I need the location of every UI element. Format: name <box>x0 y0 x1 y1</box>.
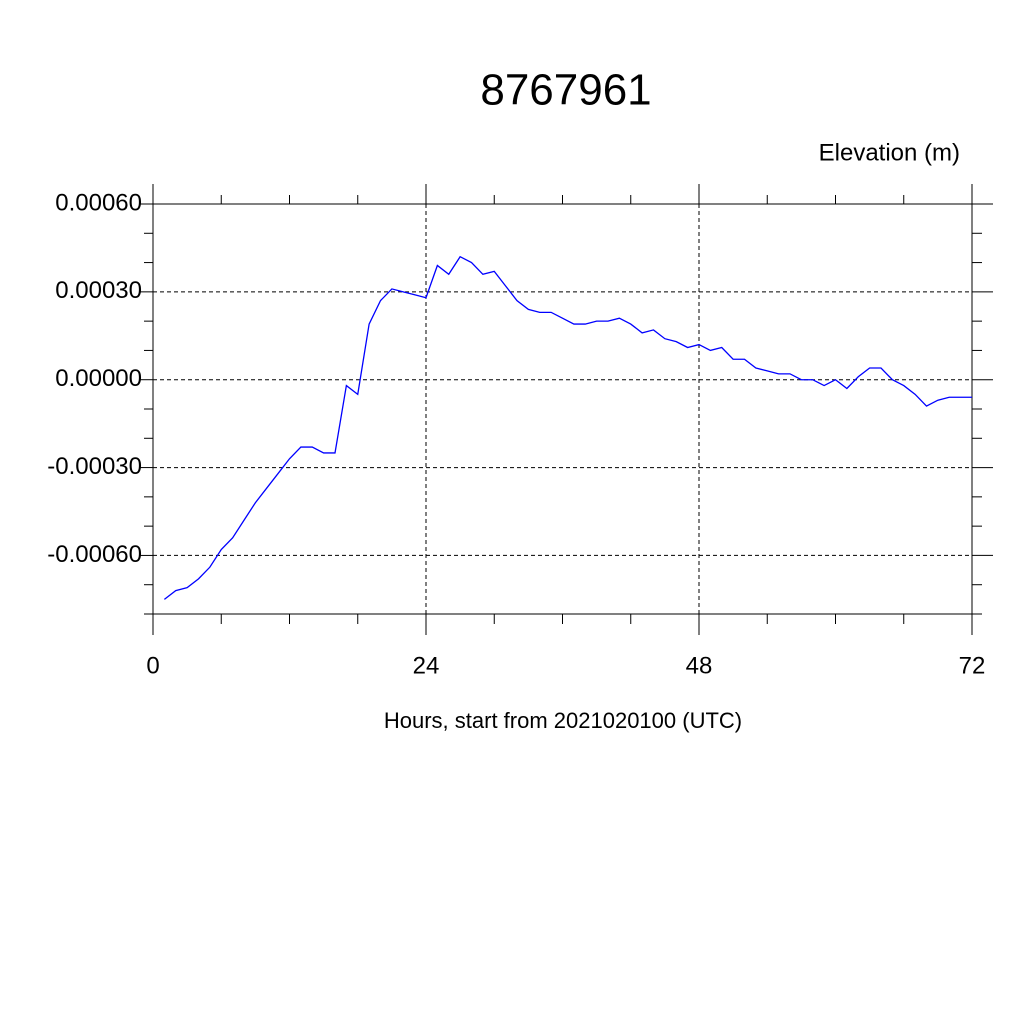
y-tick-label: -0.00060 <box>47 541 142 568</box>
x-tick-label: 24 <box>413 652 440 679</box>
data-line <box>163 255 972 600</box>
y-tick-label: 0.00000 <box>55 365 142 392</box>
y-tick-label: 0.00060 <box>55 189 142 216</box>
chart-title: 8767961 <box>480 66 651 115</box>
x-tick-label: 0 <box>146 652 159 679</box>
x-tick-label: 48 <box>686 652 713 679</box>
y-axis-label: Elevation (m) <box>819 139 960 166</box>
plot-frame <box>152 203 973 615</box>
y-tick-label: -0.00030 <box>47 453 142 480</box>
y-tick-label: 0.00030 <box>55 277 142 304</box>
x-axis-label: Hours, start from 2021020100 (UTC) <box>384 708 742 733</box>
x-tick-label: 72 <box>959 652 986 679</box>
